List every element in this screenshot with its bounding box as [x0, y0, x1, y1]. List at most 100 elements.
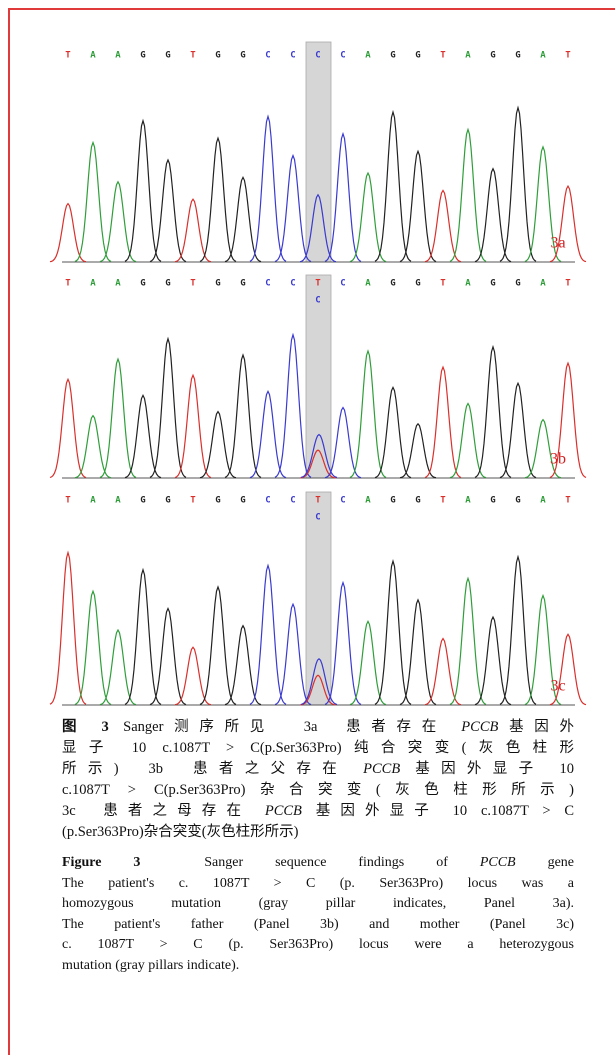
peak [75, 143, 111, 262]
base-call: C [315, 51, 320, 61]
caption-text: homozygous mutation (gray pillar indicat… [62, 896, 574, 911]
highlight-column [306, 492, 331, 705]
peak [475, 347, 511, 478]
peak [200, 587, 236, 704]
caption-line: The patient's father (Panel 3b) and moth… [62, 915, 574, 936]
caption-en: Figure 3 Sanger sequence findings of PCC… [62, 853, 574, 976]
base-call: G [240, 496, 245, 506]
base-call: C [290, 496, 295, 506]
panel-label: 3c [550, 678, 565, 695]
base-call: T [565, 51, 571, 61]
base-call: T [190, 496, 196, 506]
base-call: G [390, 279, 395, 289]
caption-line: homozygous mutation (gray pillar indicat… [62, 894, 574, 915]
base-call: G [240, 279, 245, 289]
peak [375, 561, 411, 704]
caption-line: (p.Ser363Pro)杂合突变(灰色柱形所示) [62, 822, 574, 843]
base-call: G [215, 496, 220, 506]
peak [225, 355, 261, 477]
base-call: T [65, 496, 71, 506]
base-call: G [390, 51, 395, 61]
caption-line: Figure 3 Sanger sequence findings of PCC… [62, 853, 574, 874]
peak [125, 570, 161, 705]
base-call: A [540, 496, 546, 506]
base-call: T [565, 279, 571, 289]
base-call: C [340, 279, 345, 289]
base-call: C [265, 496, 270, 506]
caption-text: PCCB [265, 803, 302, 819]
base-call: G [515, 51, 520, 61]
peak [100, 359, 136, 477]
base-call: A [365, 496, 371, 506]
base-call: G [215, 51, 220, 61]
peak [350, 351, 386, 477]
peak [150, 339, 186, 478]
peak [500, 557, 536, 704]
base-call: G [415, 496, 420, 506]
chromatograms: T A A G G T G G C C C C A G G T A G G A T 3a T A A G G T G G C C T C A G G T A… [0, 0, 615, 720]
caption-text: gene [516, 855, 574, 870]
caption-text: (p.Ser363Pro)杂合突变(灰色柱形所示) [62, 824, 298, 840]
base-call: G [240, 51, 245, 61]
base-call: T [440, 51, 446, 61]
base-call: T [65, 51, 71, 61]
peak [500, 108, 536, 262]
caption-text: 显子 10 c.1087T > C(p.Ser363Pro)纯合突变(灰色柱形 [62, 740, 574, 756]
base-call: C [290, 51, 295, 61]
highlight-column [306, 42, 331, 262]
caption-text: 图 3 [62, 719, 109, 735]
panel-label: 3a [550, 235, 565, 252]
caption-zh: 图 3 Sanger测序所见 3a 患者存在 PCCB基因外显子 10 c.10… [62, 717, 574, 843]
caption-text: 基因外 [498, 719, 574, 735]
base-call: A [465, 496, 471, 506]
peak [375, 112, 411, 261]
peak [150, 609, 186, 705]
peak [250, 116, 286, 261]
base-call: G [215, 279, 220, 289]
caption-text: c.1087T > C(p.Ser363Pro)杂合突变(灰色柱形所示) [62, 782, 574, 798]
base-call: G [165, 51, 170, 61]
peak [425, 367, 461, 477]
base-call: G [140, 279, 145, 289]
peak [250, 566, 286, 705]
caption-text: 基因外显子 10 c.1087T > C [302, 803, 574, 819]
base-call: C [340, 496, 345, 506]
base-call: T [190, 51, 196, 61]
base-call: A [365, 279, 371, 289]
caption-text: Sanger测序所见 3a 患者存在 [109, 719, 461, 735]
caption-text: c. 1087T > C (p. Ser363Pro) locus were a… [62, 937, 574, 952]
caption-line: mutation (gray pillars indicate). [62, 956, 574, 977]
secondary-base: C [315, 513, 320, 523]
base-call: G [490, 279, 495, 289]
caption-line: c. 1087T > C (p. Ser363Pro) locus were a… [62, 935, 574, 956]
peak [75, 591, 111, 704]
base-call: G [415, 51, 420, 61]
caption-text: mutation (gray pillars indicate). [62, 958, 239, 973]
caption-text: Figure 3 [62, 855, 140, 870]
base-call: T [440, 496, 446, 506]
caption-text: 3c 患者之母存在 [62, 803, 265, 819]
caption-text: 所示) 3b 患者之父存在 [62, 761, 363, 777]
base-call: T [315, 279, 321, 289]
peak [175, 375, 211, 477]
caption-line: 所示) 3b 患者之父存在 PCCB 基因外显子 10 [62, 759, 574, 780]
base-call: T [565, 496, 571, 506]
peak [400, 151, 436, 261]
base-call: C [265, 51, 270, 61]
base-call: A [465, 51, 471, 61]
base-call: A [90, 51, 96, 61]
peak [400, 600, 436, 705]
base-call: A [115, 496, 121, 506]
peak [50, 553, 86, 705]
base-call: A [465, 279, 471, 289]
base-call: A [90, 279, 96, 289]
base-call: G [140, 496, 145, 506]
caption-line: 3c 患者之母存在 PCCB 基因外显子 10 c.1087T > C [62, 801, 574, 822]
caption-text: 基因外显子 10 [400, 761, 574, 777]
base-call: T [190, 279, 196, 289]
base-call: C [290, 279, 295, 289]
base-call: C [265, 279, 270, 289]
caption-text: PCCB [461, 719, 498, 735]
peak [450, 130, 486, 262]
peak [50, 379, 86, 477]
